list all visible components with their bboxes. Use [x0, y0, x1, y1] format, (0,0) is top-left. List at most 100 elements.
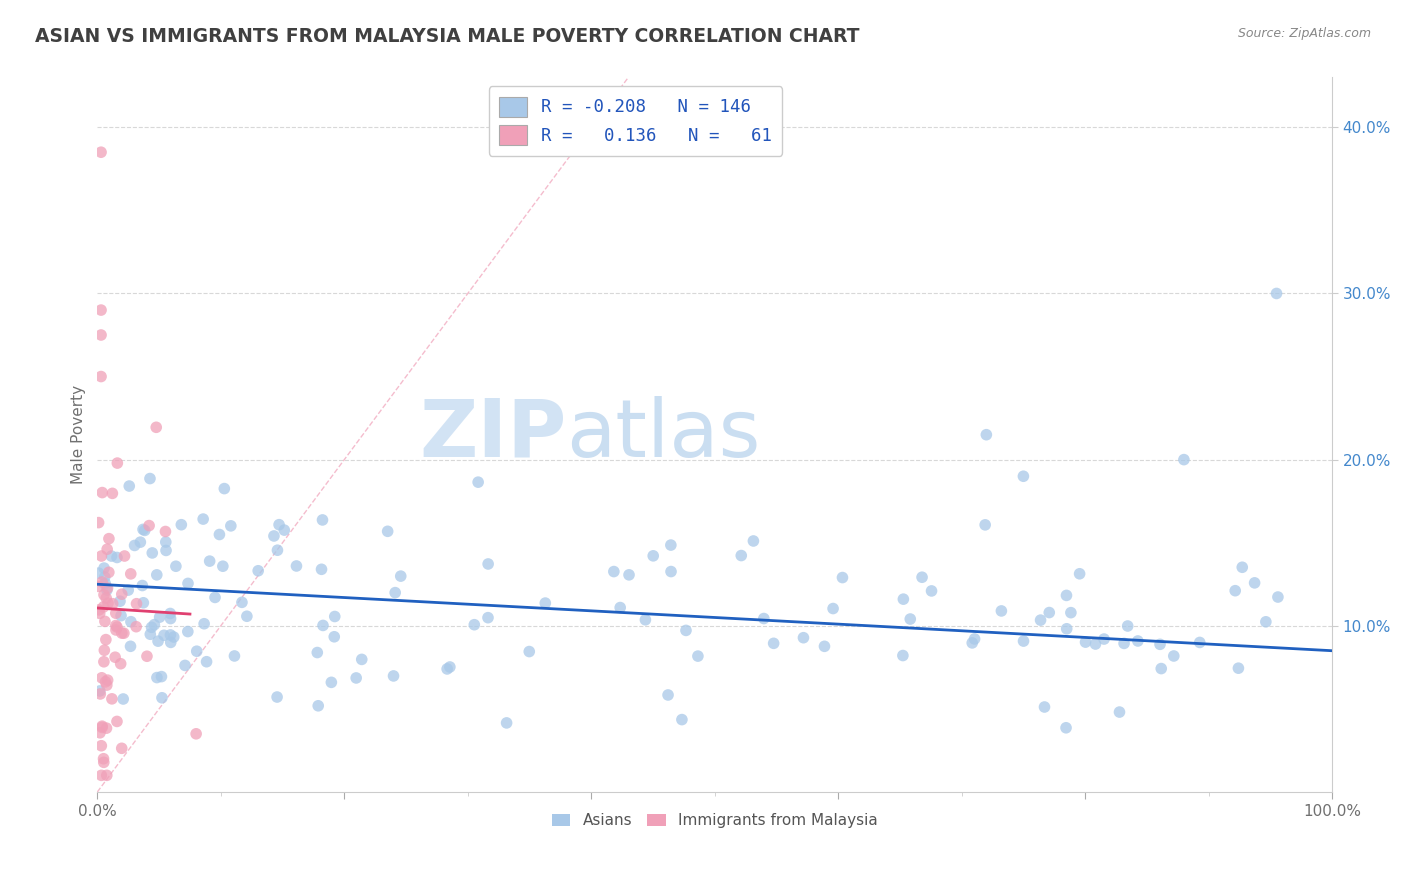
Point — [311, 513, 333, 527]
Point — [193, 616, 215, 631]
Point — [93, 756, 115, 770]
Point — [101, 486, 124, 500]
Point — [273, 523, 295, 537]
Point — [87, 566, 110, 581]
Point — [891, 648, 914, 663]
Point — [311, 562, 333, 576]
Point — [150, 690, 173, 705]
Point — [184, 727, 207, 741]
Point — [377, 524, 399, 539]
Point — [150, 670, 173, 684]
Point — [307, 646, 329, 660]
Point — [263, 529, 285, 543]
Point — [134, 524, 156, 538]
Point — [94, 615, 117, 629]
Point — [177, 576, 200, 591]
Point — [91, 720, 114, 734]
Point — [97, 532, 120, 546]
Point — [617, 567, 640, 582]
Point — [146, 567, 169, 582]
Point — [350, 652, 373, 666]
Point — [1038, 606, 1060, 620]
Point — [91, 719, 114, 733]
Point — [101, 597, 124, 611]
Legend: Asians, Immigrants from Malaysia: Asians, Immigrants from Malaysia — [546, 807, 884, 834]
Point — [477, 557, 499, 571]
Point — [104, 650, 127, 665]
Point — [159, 607, 181, 621]
Point — [159, 611, 181, 625]
Point — [155, 543, 177, 558]
Point — [110, 608, 132, 623]
Point — [90, 768, 112, 782]
Point — [323, 630, 346, 644]
Point — [105, 456, 128, 470]
Point — [112, 692, 135, 706]
Point — [89, 607, 111, 621]
Point — [1126, 634, 1149, 648]
Point — [105, 714, 128, 729]
Point — [97, 673, 120, 687]
Point — [1029, 613, 1052, 627]
Point — [149, 610, 172, 624]
Point — [231, 595, 253, 609]
Point — [93, 599, 115, 614]
Point — [124, 538, 146, 552]
Point — [155, 535, 177, 549]
Point — [1054, 721, 1077, 735]
Point — [1227, 661, 1250, 675]
Point — [792, 631, 814, 645]
Point — [87, 603, 110, 617]
Point — [1084, 637, 1107, 651]
Point — [675, 624, 697, 638]
Point — [131, 578, 153, 592]
Point — [321, 675, 343, 690]
Point — [174, 658, 197, 673]
Point — [120, 615, 142, 629]
Point — [110, 657, 132, 671]
Point — [813, 640, 835, 654]
Point — [89, 687, 111, 701]
Text: Source: ZipAtlas.com: Source: ZipAtlas.com — [1237, 27, 1371, 40]
Point — [108, 594, 131, 608]
Point — [389, 569, 412, 583]
Point — [96, 582, 118, 597]
Point — [91, 485, 114, 500]
Point — [198, 554, 221, 568]
Point — [1012, 469, 1035, 483]
Point — [1254, 615, 1277, 629]
Point — [1188, 635, 1211, 649]
Point — [141, 546, 163, 560]
Point — [129, 535, 152, 549]
Point — [186, 644, 208, 658]
Point — [96, 581, 118, 595]
Point — [1267, 590, 1289, 604]
Point — [94, 632, 117, 647]
Text: atlas: atlas — [567, 396, 761, 474]
Point — [111, 587, 134, 601]
Point — [266, 690, 288, 704]
Point — [120, 640, 142, 654]
Point — [93, 561, 115, 575]
Point — [659, 565, 682, 579]
Point — [1092, 632, 1115, 646]
Point — [1056, 588, 1078, 602]
Point — [467, 475, 489, 490]
Point — [118, 479, 141, 493]
Point — [1232, 560, 1254, 574]
Point — [90, 549, 112, 563]
Point — [125, 597, 148, 611]
Point — [91, 574, 114, 589]
Point — [191, 512, 214, 526]
Point — [477, 610, 499, 624]
Point — [1225, 583, 1247, 598]
Point — [382, 669, 405, 683]
Point — [132, 596, 155, 610]
Point — [146, 634, 169, 648]
Point — [1149, 637, 1171, 651]
Point — [100, 549, 122, 563]
Point — [105, 550, 128, 565]
Point — [1074, 635, 1097, 649]
Point — [104, 623, 127, 637]
Point — [1243, 575, 1265, 590]
